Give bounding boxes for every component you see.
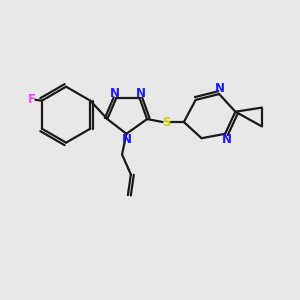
Text: N: N <box>122 133 131 146</box>
Text: N: N <box>215 82 225 95</box>
Text: N: N <box>110 87 120 100</box>
Text: N: N <box>222 133 232 146</box>
Text: N: N <box>136 87 146 100</box>
Text: F: F <box>28 93 36 106</box>
Text: S: S <box>162 116 170 128</box>
